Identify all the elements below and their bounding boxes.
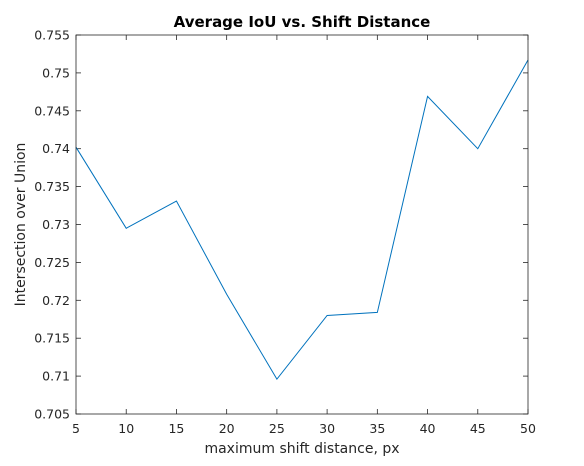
y-tick-label: 0.755 [34, 28, 70, 43]
x-axis-label: maximum shift distance, px [204, 441, 399, 457]
y-axis-label: Intersection over Union [13, 143, 29, 307]
chart-title: Average IoU vs. Shift Distance [174, 13, 431, 31]
x-tick-label: 35 [369, 421, 385, 436]
y-tick-label: 0.74 [42, 141, 70, 156]
x-tick-label: 25 [269, 421, 285, 436]
y-tick-label: 0.72 [42, 293, 70, 308]
y-tick-label: 0.715 [34, 331, 70, 346]
x-tick-label: 40 [420, 421, 436, 436]
x-tick-label: 50 [520, 421, 536, 436]
y-axis: 0.705 0.71 0.715 0.72 0.725 0.73 0.735 0.74 0.74… [34, 28, 528, 422]
x-tick-label: 45 [470, 421, 486, 436]
plot-area [76, 35, 528, 414]
y-tick-label: 0.735 [34, 179, 70, 194]
x-tick-label: 10 [118, 421, 134, 436]
x-axis: 5 10 15 20 25 30 35 40 45 50 [72, 35, 536, 436]
x-tick-label: 20 [219, 421, 235, 436]
series-line-0 [75, 59, 529, 381]
y-tick-label: 0.705 [34, 407, 70, 422]
x-tick-label: 15 [168, 421, 184, 436]
y-tick-label: 0.71 [42, 369, 70, 384]
y-tick-label: 0.73 [42, 217, 70, 232]
x-tick-label: 5 [72, 421, 80, 436]
y-tick-label: 0.725 [34, 255, 70, 270]
x-tick-label: 30 [319, 421, 335, 436]
y-tick-label: 0.75 [42, 65, 70, 80]
y-tick-label: 0.745 [34, 103, 70, 118]
plot-frame [75, 34, 529, 415]
